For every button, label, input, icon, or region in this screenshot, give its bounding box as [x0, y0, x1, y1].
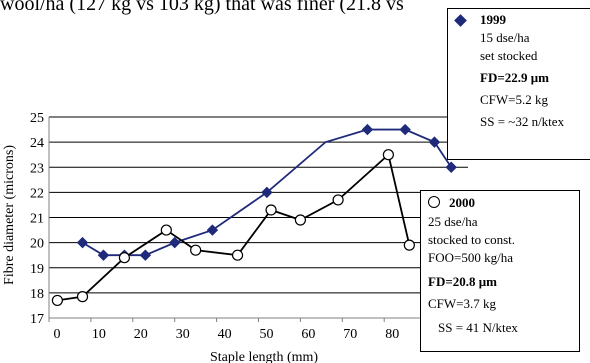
series — [51, 123, 457, 307]
x-tick-label: 80 — [385, 327, 399, 342]
data-point-1999 — [97, 249, 110, 261]
legend-2000: 2000 25 dse/ha stocked to const. FOO=500… — [420, 190, 580, 352]
data-point-2000 — [265, 204, 277, 216]
data-point-2000 — [160, 224, 172, 236]
data-point-1999 — [168, 236, 181, 249]
x-tick-label: 10 — [92, 327, 106, 342]
legend-2000-line-2: stocked to const. — [428, 232, 516, 247]
x-tick-label: 60 — [301, 327, 315, 342]
y-tick-label: 21 — [30, 212, 44, 227]
data-point-1999 — [428, 136, 441, 148]
data-point-1999 — [206, 224, 219, 236]
gridlines — [49, 116, 468, 294]
legend-1999-line-2: set stocked — [480, 48, 538, 63]
y-tick-label: 24 — [30, 136, 44, 151]
legend-2000-fd: FD=20.8 μm — [428, 274, 497, 289]
data-point-2000 — [332, 194, 344, 206]
x-tick-label: 0 — [54, 327, 61, 342]
legend-1999-ss: SS = ~32 n/ktex — [480, 114, 565, 129]
series-2000 — [51, 149, 415, 307]
y-axis-label: Fibre diameter (microns) — [2, 145, 17, 285]
x-axis-label: Staple length (mm) — [210, 350, 318, 363]
data-point-2000 — [76, 291, 89, 303]
legend-1999-cfw: CFW=5.2 kg — [480, 92, 549, 107]
x-tick-label: 30 — [176, 327, 190, 342]
data-point-1999 — [139, 249, 152, 261]
legend-1999-title: 1999 — [480, 12, 506, 27]
legend-2000-title: 2000 — [449, 195, 475, 210]
legend-2000-line-3: FOO=500 kg/ha — [428, 250, 513, 265]
page-header-text: wool/ha (127 kg vs 103 kg) that was fine… — [0, 0, 404, 15]
y-tick-label: 19 — [30, 262, 44, 277]
data-point-1999 — [76, 236, 89, 249]
data-point-1999 — [361, 123, 374, 136]
axes — [48, 117, 468, 322]
legend-1999-line-1: 15 dse/ha — [480, 30, 530, 45]
x-tick-label: 20 — [134, 327, 148, 342]
x-tick-label: 50 — [260, 327, 274, 342]
x-tick-label: 40 — [218, 327, 232, 342]
data-point-2000 — [118, 252, 131, 264]
legend-2000-ss: SS = 41 N/ktex — [438, 320, 518, 335]
y-tick-label: 18 — [30, 287, 44, 302]
data-point-2000 — [231, 249, 244, 261]
data-point-1999 — [399, 123, 411, 136]
y-tick-label: 20 — [30, 237, 44, 252]
y-tick-label: 22 — [30, 186, 44, 201]
data-point-2000 — [294, 214, 306, 226]
data-point-2000 — [51, 294, 63, 307]
data-point-2000 — [403, 239, 415, 251]
y-tick-label: 23 — [30, 161, 44, 176]
legend-1999: 1999 15 dse/ha set stocked FD=22.9 μm CF… — [447, 8, 590, 160]
series-line-2000 — [57, 152, 411, 302]
diamond-marker-icon — [454, 14, 467, 27]
data-point-1999 — [261, 186, 273, 199]
x-tick-label: 70 — [343, 327, 357, 342]
y-tick-label: 25 — [30, 111, 44, 126]
y-tick-label: 17 — [30, 312, 44, 327]
legend-2000-line-1: 25 dse/ha — [428, 214, 478, 229]
open-circle-marker-icon — [428, 196, 440, 208]
data-point-1999 — [445, 161, 457, 173]
tick-labels: 1718192021222324250102030405060708090 — [30, 111, 441, 342]
legend-1999-fd: FD=22.9 μm — [480, 70, 549, 85]
data-point-2000 — [382, 149, 394, 161]
legend-2000-cfw: CFW=3.7 kg — [428, 296, 497, 311]
data-point-2000 — [190, 244, 202, 256]
